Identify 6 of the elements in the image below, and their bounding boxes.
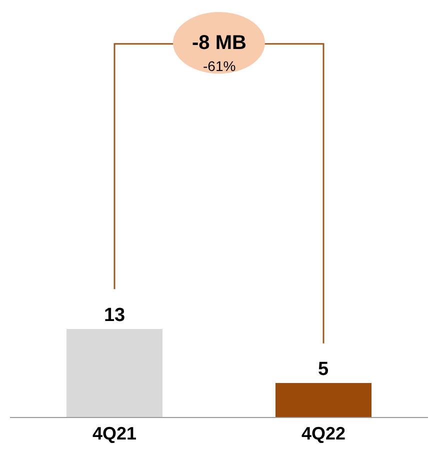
data-label: 13 (104, 304, 126, 326)
x-tick-label: 4Q22 (301, 424, 346, 444)
x-tick-label: 4Q21 (92, 424, 137, 444)
data-label: 5 (318, 359, 329, 380)
text: -61% (203, 58, 236, 74)
text: -8 MB (192, 32, 246, 54)
